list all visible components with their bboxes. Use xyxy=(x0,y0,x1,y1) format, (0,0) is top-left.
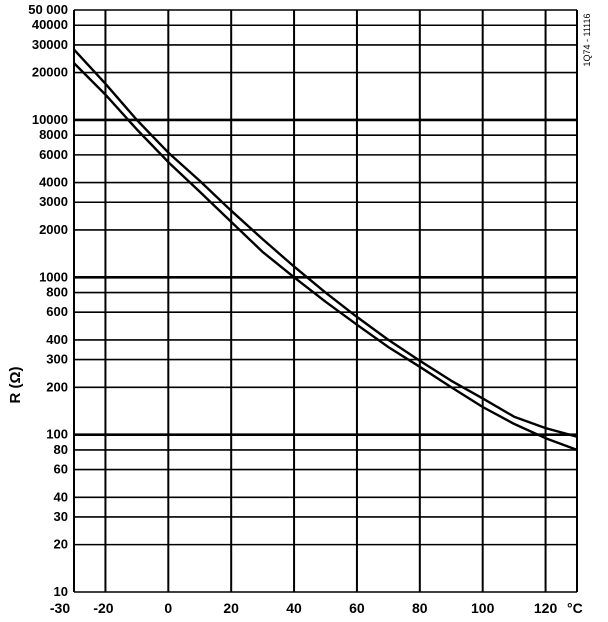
y-tick-label: 600 xyxy=(46,304,68,319)
x-tick-label: 60 xyxy=(349,600,365,616)
x-unit-label: °C xyxy=(567,600,583,616)
y-tick-label: 1000 xyxy=(39,269,68,284)
y-tick-label: 300 xyxy=(46,352,68,367)
x-tick-label: 80 xyxy=(412,600,428,616)
vertical-gridlines xyxy=(73,10,578,592)
upper-limit-curve xyxy=(73,48,578,438)
x-tick-labels: -30 -20 0 20 40 60 80 100 120 xyxy=(50,600,558,616)
y-tick-label: 10000 xyxy=(32,112,68,127)
y-axis-label: R (Ω) xyxy=(7,366,24,403)
x-tick-label: 120 xyxy=(534,600,558,616)
y-tick-label: 100 xyxy=(46,427,68,442)
x-tick-label: 20 xyxy=(223,600,239,616)
figure-code: 1Q74 - 11116 xyxy=(582,13,592,66)
y-tick-label: 20000 xyxy=(32,65,68,80)
y-tick-label: 40 xyxy=(54,489,68,504)
y-tick-label: 800 xyxy=(46,285,68,300)
y-tick-label: 60 xyxy=(54,462,68,477)
x-tick-label: 0 xyxy=(164,600,172,616)
y-tick-label: 30 xyxy=(54,509,68,524)
y-tick-label: 30000 xyxy=(32,37,68,52)
y-tick-label: 40000 xyxy=(32,17,68,32)
x-tick-label: 100 xyxy=(471,600,495,616)
resistance-curves xyxy=(73,48,578,452)
y-tick-label: 4000 xyxy=(39,175,68,190)
x-tick-label: -30 xyxy=(50,600,70,616)
y-tick-label: 20 xyxy=(54,537,68,552)
y-tick-label: 8000 xyxy=(39,127,68,142)
y-tick-label: 6000 xyxy=(39,147,68,162)
y-tick-label: 3000 xyxy=(39,194,68,209)
x-tick-label: -20 xyxy=(93,600,113,616)
y-tick-label: 200 xyxy=(46,379,68,394)
horizontal-gridlines xyxy=(74,9,577,593)
lower-limit-curve xyxy=(73,62,578,452)
y-tick-label: 2000 xyxy=(39,222,68,237)
y-tick-label: 80 xyxy=(54,442,68,457)
y-tick-label: 400 xyxy=(46,332,68,347)
x-tick-label: 40 xyxy=(286,600,302,616)
y-tick-label: 10 xyxy=(54,584,68,599)
y-tick-label: 50 000 xyxy=(28,2,68,17)
